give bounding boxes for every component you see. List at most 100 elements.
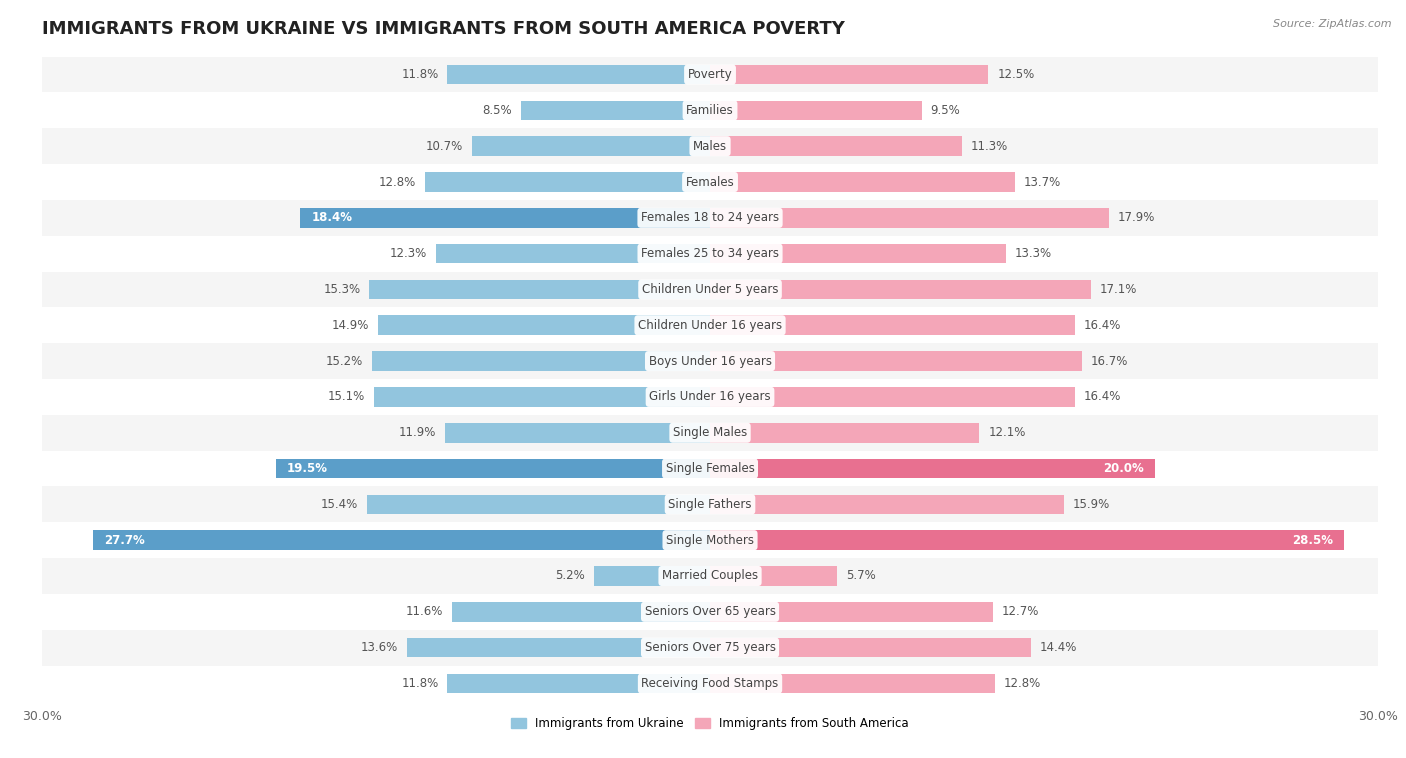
Bar: [710, 101, 921, 121]
Bar: [408, 637, 710, 657]
Bar: [436, 244, 710, 264]
Text: 16.4%: 16.4%: [1084, 319, 1122, 332]
Text: Males: Males: [693, 139, 727, 152]
Bar: [378, 315, 710, 335]
Text: Single Males: Single Males: [673, 426, 747, 439]
Bar: [447, 674, 710, 694]
Text: 11.8%: 11.8%: [401, 68, 439, 81]
Bar: [42, 307, 1378, 343]
Text: Seniors Over 75 years: Seniors Over 75 years: [644, 641, 776, 654]
Bar: [367, 494, 710, 514]
Bar: [370, 280, 710, 299]
Bar: [520, 101, 710, 121]
Bar: [710, 351, 1081, 371]
Text: 20.0%: 20.0%: [1104, 462, 1144, 475]
Text: 14.4%: 14.4%: [1039, 641, 1077, 654]
Bar: [710, 136, 962, 156]
Bar: [42, 271, 1378, 307]
Text: 16.7%: 16.7%: [1091, 355, 1128, 368]
Bar: [93, 531, 710, 550]
Bar: [371, 351, 710, 371]
Bar: [42, 236, 1378, 271]
Bar: [446, 423, 710, 443]
Bar: [42, 630, 1378, 666]
Text: 5.7%: 5.7%: [846, 569, 876, 582]
Bar: [42, 128, 1378, 164]
Bar: [42, 379, 1378, 415]
Bar: [42, 415, 1378, 451]
Text: Females 18 to 24 years: Females 18 to 24 years: [641, 211, 779, 224]
Text: Families: Families: [686, 104, 734, 117]
Text: 15.9%: 15.9%: [1073, 498, 1111, 511]
Text: Receiving Food Stamps: Receiving Food Stamps: [641, 677, 779, 690]
Text: 11.9%: 11.9%: [399, 426, 436, 439]
Text: 11.8%: 11.8%: [401, 677, 439, 690]
Text: Boys Under 16 years: Boys Under 16 years: [648, 355, 772, 368]
Text: 11.3%: 11.3%: [970, 139, 1008, 152]
Text: 12.8%: 12.8%: [1004, 677, 1040, 690]
Bar: [710, 531, 1344, 550]
Text: Females: Females: [686, 176, 734, 189]
Text: 15.4%: 15.4%: [321, 498, 359, 511]
Text: 14.9%: 14.9%: [332, 319, 370, 332]
Text: 11.6%: 11.6%: [405, 606, 443, 619]
Bar: [710, 64, 988, 84]
Text: Single Mothers: Single Mothers: [666, 534, 754, 547]
Bar: [42, 92, 1378, 128]
Text: 15.1%: 15.1%: [328, 390, 366, 403]
Bar: [710, 387, 1076, 407]
Text: Girls Under 16 years: Girls Under 16 years: [650, 390, 770, 403]
Text: Females 25 to 34 years: Females 25 to 34 years: [641, 247, 779, 260]
Text: 18.4%: 18.4%: [312, 211, 353, 224]
Text: Poverty: Poverty: [688, 68, 733, 81]
Text: 17.1%: 17.1%: [1099, 283, 1137, 296]
Text: 12.8%: 12.8%: [380, 176, 416, 189]
Bar: [42, 200, 1378, 236]
Bar: [710, 280, 1091, 299]
Bar: [42, 666, 1378, 701]
Bar: [595, 566, 710, 586]
Text: 27.7%: 27.7%: [104, 534, 145, 547]
Bar: [710, 674, 995, 694]
Text: 10.7%: 10.7%: [426, 139, 463, 152]
Bar: [42, 343, 1378, 379]
Bar: [447, 64, 710, 84]
Bar: [710, 315, 1076, 335]
Bar: [42, 487, 1378, 522]
Text: 13.6%: 13.6%: [361, 641, 398, 654]
Text: 12.1%: 12.1%: [988, 426, 1025, 439]
Bar: [710, 172, 1015, 192]
Bar: [276, 459, 710, 478]
Bar: [42, 164, 1378, 200]
Bar: [710, 244, 1007, 264]
Text: Children Under 5 years: Children Under 5 years: [641, 283, 779, 296]
Text: Married Couples: Married Couples: [662, 569, 758, 582]
Bar: [710, 566, 837, 586]
Bar: [42, 594, 1378, 630]
Text: 12.7%: 12.7%: [1001, 606, 1039, 619]
Text: Children Under 16 years: Children Under 16 years: [638, 319, 782, 332]
Text: Single Fathers: Single Fathers: [668, 498, 752, 511]
Bar: [472, 136, 710, 156]
Bar: [710, 494, 1064, 514]
Text: 19.5%: 19.5%: [287, 462, 328, 475]
Bar: [42, 522, 1378, 558]
Text: 16.4%: 16.4%: [1084, 390, 1122, 403]
Text: Single Females: Single Females: [665, 462, 755, 475]
Bar: [710, 637, 1031, 657]
Bar: [301, 208, 710, 227]
Bar: [451, 602, 710, 622]
Legend: Immigrants from Ukraine, Immigrants from South America: Immigrants from Ukraine, Immigrants from…: [506, 713, 914, 735]
Bar: [374, 387, 710, 407]
Text: 8.5%: 8.5%: [482, 104, 512, 117]
Bar: [425, 172, 710, 192]
Bar: [710, 208, 1108, 227]
Text: 12.3%: 12.3%: [389, 247, 427, 260]
Bar: [42, 451, 1378, 487]
Bar: [710, 423, 980, 443]
Bar: [710, 602, 993, 622]
Text: 13.3%: 13.3%: [1015, 247, 1052, 260]
Text: 17.9%: 17.9%: [1118, 211, 1154, 224]
Text: 15.2%: 15.2%: [326, 355, 363, 368]
Text: Seniors Over 65 years: Seniors Over 65 years: [644, 606, 776, 619]
